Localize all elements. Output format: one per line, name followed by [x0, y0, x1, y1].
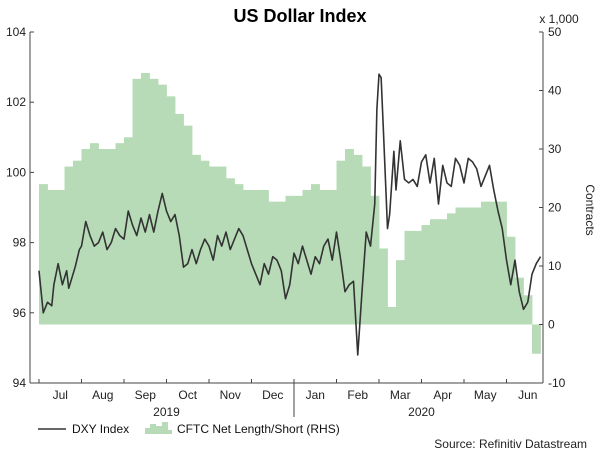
cftc-bar	[260, 189, 269, 325]
dxy-series-line	[38, 73, 542, 356]
cftc-bar	[438, 219, 448, 325]
month-label: Dec	[262, 388, 283, 402]
cftc-bar	[183, 125, 193, 325]
cftc-bar	[345, 149, 354, 325]
cftc-bar	[226, 178, 235, 325]
right-tick-label: -10	[548, 376, 566, 390]
cftc-bar	[455, 207, 465, 325]
cftc-bar	[404, 230, 414, 325]
cftc-bar	[515, 277, 524, 325]
cftc-bar	[56, 189, 65, 325]
right-tick-label: 0	[548, 318, 555, 332]
year-label: 2019	[153, 405, 180, 419]
right-tick-label: 20	[548, 201, 562, 215]
month-label: May	[474, 388, 497, 402]
chart-title: US Dollar Index	[233, 6, 366, 26]
cftc-bar	[132, 78, 142, 325]
left-tick-label: 100	[6, 165, 26, 179]
dxy-line	[38, 73, 542, 356]
cftc-bar	[336, 160, 346, 325]
cftc-bar	[39, 184, 48, 325]
month-label: Oct	[178, 388, 197, 402]
cftc-bars	[39, 72, 541, 354]
right-tick-label: 10	[548, 259, 562, 273]
cftc-bar	[73, 160, 82, 325]
month-label: Jan	[306, 388, 325, 402]
cftc-bar	[447, 213, 456, 325]
cftc-bar	[158, 84, 167, 325]
cftc-bar	[90, 143, 99, 325]
cftc-bar	[319, 189, 329, 325]
cftc-bar	[251, 189, 261, 325]
cftc-bar	[472, 207, 482, 325]
cftc-bar	[192, 154, 201, 325]
cftc-bar	[166, 96, 176, 325]
year-label: 2020	[408, 405, 435, 419]
month-label: Jul	[53, 388, 68, 402]
cftc-bar	[115, 143, 125, 325]
cftc-bar	[532, 324, 541, 354]
month-label: Aug	[92, 388, 113, 402]
left-tick-label: 102	[6, 95, 26, 109]
left-tick-label: 96	[13, 306, 27, 320]
cftc-bar	[421, 225, 431, 325]
month-label: Apr	[433, 388, 452, 402]
right-tick-label: 40	[548, 84, 562, 98]
month-label: Nov	[220, 388, 241, 402]
cftc-bar	[523, 295, 533, 325]
cftc-bar	[64, 166, 74, 325]
cftc-bar	[149, 78, 159, 325]
cftc-bar	[81, 149, 91, 325]
month-label: Sep	[135, 388, 157, 402]
source-note: Source: Refinitiv Datastream	[434, 437, 587, 451]
cftc-bar	[277, 201, 286, 325]
cftc-bar	[285, 195, 295, 325]
right-tick-label: 50	[548, 25, 562, 39]
cftc-bar	[311, 184, 320, 325]
cftc-bar	[302, 189, 312, 325]
cftc-bar	[370, 195, 380, 325]
cftc-bar	[362, 166, 371, 325]
cftc-bar	[47, 189, 57, 325]
legend-label-cftc: CFTC Net Length/Short (RHS)	[177, 422, 340, 436]
cftc-bar	[107, 149, 116, 325]
cftc-bar	[396, 260, 405, 325]
cftc-bar	[124, 137, 133, 325]
cftc-bar	[243, 189, 252, 325]
left-tick-label: 98	[13, 236, 27, 250]
cftc-bar	[387, 306, 397, 325]
cftc-bar	[209, 166, 218, 325]
cftc-bar	[430, 219, 439, 325]
month-label: Feb	[347, 388, 368, 402]
cftc-bar	[379, 248, 388, 325]
cftc-bar	[489, 201, 499, 325]
month-label: Mar	[390, 388, 411, 402]
right-axis-label: Contracts	[583, 184, 597, 235]
axis-labels: 94 96 98 100 102 104 -10 0 10 20 30 40 50 Jul Aug Sep Oc…	[6, 25, 566, 419]
right-tick-label: 30	[548, 142, 562, 156]
cftc-bar	[481, 201, 490, 325]
cftc-bar	[200, 160, 210, 325]
cftc-bar	[464, 207, 473, 325]
cftc-bar	[498, 201, 507, 325]
cftc-bar	[234, 184, 244, 325]
cftc-bar	[141, 72, 150, 325]
axes	[29, 31, 544, 417]
left-tick-label: 94	[13, 376, 27, 390]
left-tick-label: 104	[6, 25, 26, 39]
legend-swatch-cftc	[145, 422, 172, 434]
cftc-bar	[175, 113, 184, 325]
cftc-bar	[353, 154, 363, 325]
month-label: Jun	[518, 388, 537, 402]
cftc-bar	[98, 149, 108, 325]
legend-label-dxy: DXY Index	[72, 422, 129, 436]
legend: DXY Index CFTC Net Length/Short (RHS)	[38, 422, 340, 436]
cftc-bar	[268, 201, 278, 325]
cftc-bar	[413, 230, 422, 325]
right-axis-scale-label: x 1,000	[539, 12, 579, 26]
